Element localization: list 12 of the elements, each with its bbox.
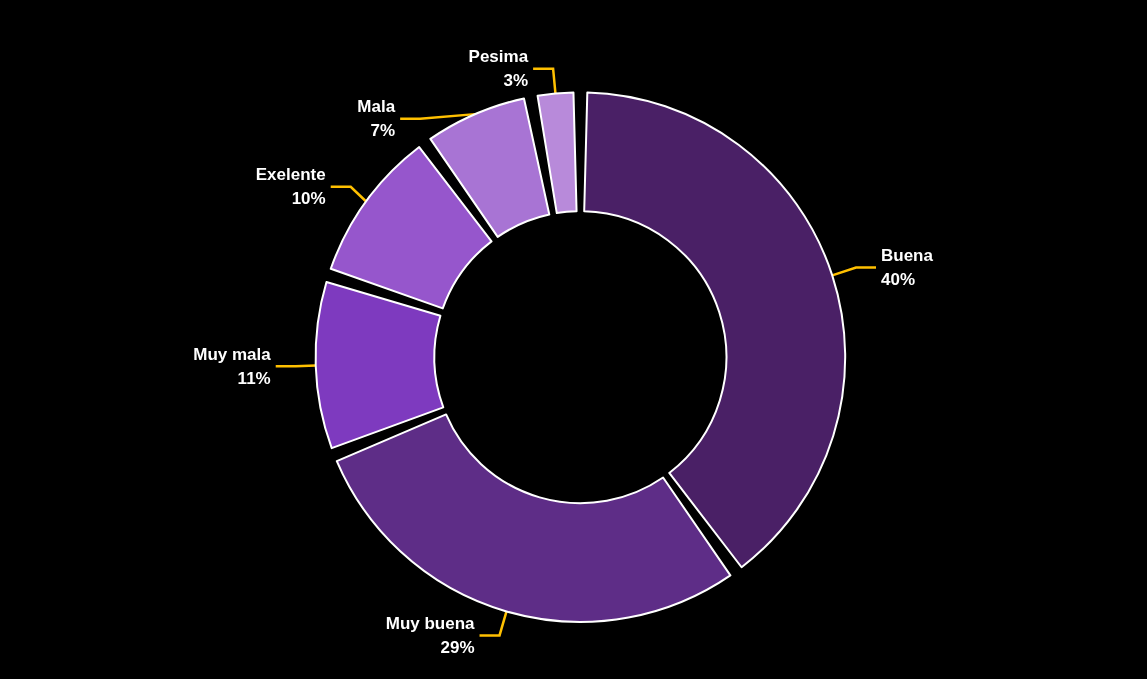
data-label: 7% — [370, 121, 396, 141]
slice-label: Mala — [357, 97, 396, 117]
slice-label: Pesima — [468, 47, 529, 67]
data-label: 11% — [237, 368, 271, 388]
data-label: 10% — [291, 189, 326, 209]
data-label: 3% — [503, 71, 529, 91]
data-label: 40% — [881, 270, 916, 290]
slice-label: Exelente — [255, 165, 326, 185]
slice-label: Muy buena — [385, 613, 476, 633]
slice-label: Buena — [881, 246, 934, 266]
slice-label: Muy mala — [193, 344, 272, 364]
data-label: 29% — [440, 637, 475, 657]
